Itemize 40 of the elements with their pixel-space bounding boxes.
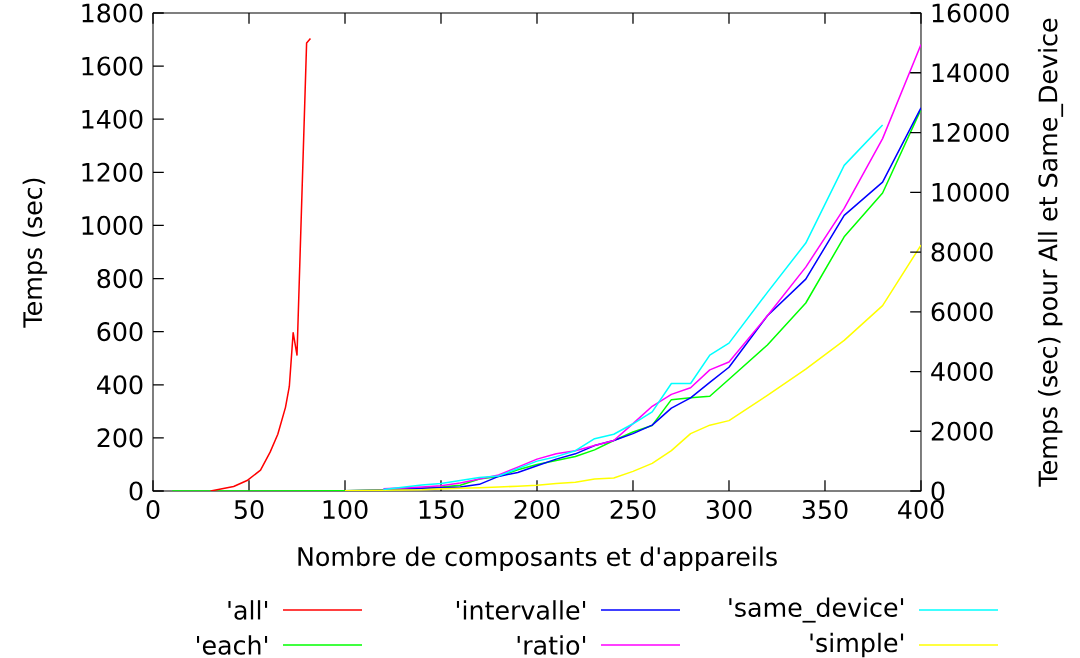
y-tick-label: 1400 [82, 109, 143, 129]
y-tick-label: 600 [97, 322, 143, 342]
legend-label: 'intervalle' [456, 600, 586, 620]
y2-tick-label: 16000 [932, 3, 1009, 23]
x-tick-label: 150 [419, 499, 464, 520]
y-tick-label: 400 [96, 375, 143, 395]
x-tick-label: 350 [802, 499, 848, 520]
y-axis-title: Temps (sec) [22, 178, 48, 328]
y-tick-label: 1000 [82, 215, 143, 236]
y2-tick-label: 2000 [931, 421, 993, 441]
y2-tick-label: 6000 [931, 302, 993, 322]
y-tick-label: 200 [97, 428, 143, 448]
y2-tick-label: 0 [931, 481, 945, 501]
y-tick-label: 1600 [82, 56, 143, 76]
legend-label: 'ratio' [517, 635, 586, 655]
legend-label: 'simple' [810, 632, 904, 658]
legend-label: 'all' [228, 600, 268, 620]
y-tick-label: 0 [129, 481, 143, 501]
x-tick-label: 200 [514, 499, 560, 520]
y-tick-label: 1800 [82, 3, 143, 23]
y2-tick-label: 14000 [932, 63, 1009, 83]
x-tick-label: 300 [706, 499, 752, 520]
line-series [344, 244, 921, 491]
y2-axis-title: Temps (sec) pour All et Same_Device [1037, 18, 1064, 487]
y-tick-label: 1200 [82, 162, 143, 182]
line-series [382, 43, 921, 490]
y-tick-label: 800 [97, 268, 143, 289]
y2-tick-label: 12000 [932, 122, 1009, 143]
x-tick-label: 50 [234, 499, 264, 520]
legend-label: 'each' [196, 635, 268, 655]
x-tick-label: 100 [323, 499, 368, 520]
x-tick-label: 0 [146, 499, 160, 520]
y2-tick-label: 4000 [931, 361, 993, 382]
line-series [209, 37, 312, 491]
y2-tick-label: 10000 [932, 182, 1009, 202]
x-tick-label: 250 [610, 499, 656, 520]
legend-label: 'same_device' [729, 597, 904, 623]
x-tick-label: 400 [898, 499, 944, 520]
y2-tick-label: 8000 [931, 242, 993, 262]
x-axis-title: Nombre de composants et d'appareils [298, 546, 777, 572]
